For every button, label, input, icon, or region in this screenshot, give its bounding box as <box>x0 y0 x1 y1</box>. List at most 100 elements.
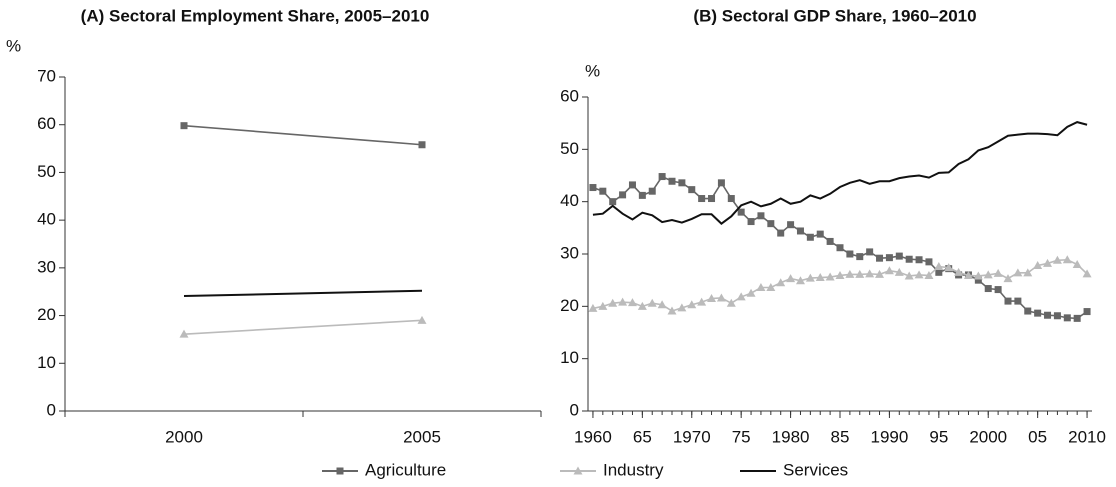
y-tick-label: 60 <box>560 86 579 105</box>
legend-label: Agriculture <box>365 460 446 479</box>
marker <box>994 286 1002 294</box>
marker <box>756 282 766 291</box>
marker <box>935 268 943 276</box>
marker <box>767 220 775 228</box>
marker <box>708 195 716 203</box>
marker <box>180 122 188 130</box>
y-axis-label: % <box>6 36 21 55</box>
y-tick-label: 10 <box>560 348 579 367</box>
marker <box>934 262 944 271</box>
marker <box>726 298 736 307</box>
marker <box>707 293 717 302</box>
y-tick-label: 30 <box>560 243 579 262</box>
marker <box>865 269 875 278</box>
marker <box>885 254 893 262</box>
marker <box>787 221 795 229</box>
marker <box>974 276 982 284</box>
x-tick-label: 75 <box>732 427 751 446</box>
y-tick-label: 50 <box>560 139 579 158</box>
marker <box>1014 297 1022 305</box>
y-tick-label: 20 <box>37 305 56 324</box>
x-tick-label: 2010 <box>1068 427 1106 446</box>
marker <box>757 212 765 220</box>
marker <box>805 273 815 282</box>
marker <box>845 269 855 278</box>
chart-title: (A) Sectoral Employment Share, 2005–2010 <box>81 6 430 25</box>
marker <box>1004 297 1012 305</box>
y-tick-label: 70 <box>37 66 56 85</box>
y-tick-label: 20 <box>560 296 579 315</box>
marker <box>954 267 964 276</box>
legend-label: Industry <box>603 460 664 479</box>
marker <box>1052 255 1062 264</box>
marker <box>1034 309 1042 317</box>
series-line <box>183 124 423 146</box>
x-tick-label: 1970 <box>673 427 711 446</box>
marker <box>417 315 427 324</box>
marker <box>925 258 933 266</box>
series-line <box>183 289 423 298</box>
marker <box>944 263 954 272</box>
marker <box>1082 269 1092 278</box>
marker <box>846 250 854 258</box>
marker <box>687 300 697 309</box>
marker <box>589 184 597 192</box>
marker <box>777 229 785 237</box>
marker <box>924 270 934 279</box>
marker <box>1083 308 1091 316</box>
marker <box>1033 261 1043 270</box>
series-line <box>183 319 423 335</box>
marker <box>1024 307 1032 315</box>
marker <box>1072 259 1082 268</box>
marker <box>179 329 189 338</box>
marker <box>836 244 844 252</box>
marker <box>826 237 834 245</box>
marker <box>1043 258 1053 267</box>
marker <box>1053 312 1061 320</box>
marker <box>875 269 885 278</box>
y-tick-label: 30 <box>37 257 56 276</box>
y-tick-label: 60 <box>37 114 56 133</box>
marker <box>835 270 845 279</box>
x-tick-label: 85 <box>831 427 850 446</box>
series-line <box>592 121 1088 225</box>
marker <box>628 181 636 189</box>
marker <box>915 256 923 264</box>
x-tick-label: 1990 <box>870 427 908 446</box>
marker <box>418 141 426 149</box>
marker <box>825 272 835 281</box>
marker <box>776 278 786 287</box>
marker <box>638 191 646 199</box>
marker <box>657 300 667 309</box>
marker <box>1003 274 1013 283</box>
x-tick-label: 95 <box>929 427 948 446</box>
y-tick-label: 0 <box>47 400 56 419</box>
marker <box>1013 268 1023 277</box>
marker <box>993 268 1003 277</box>
y-tick-label: 40 <box>560 191 579 210</box>
marker <box>786 274 796 283</box>
x-tick-label: 2000 <box>165 427 203 446</box>
marker <box>627 298 637 307</box>
y-axis-label: % <box>585 61 600 80</box>
marker <box>895 252 903 260</box>
legend-label: Services <box>783 460 848 479</box>
marker <box>796 227 804 235</box>
marker <box>1044 311 1052 319</box>
legend-marker <box>336 467 344 475</box>
marker <box>609 198 617 206</box>
x-tick-label: 65 <box>633 427 652 446</box>
marker <box>963 270 973 279</box>
marker <box>667 306 677 315</box>
marker <box>876 254 884 262</box>
marker <box>747 218 755 226</box>
marker <box>736 292 746 301</box>
marker <box>698 195 706 203</box>
marker <box>1073 314 1081 322</box>
marker <box>717 179 725 187</box>
marker <box>697 297 707 306</box>
marker <box>737 208 745 216</box>
marker <box>618 297 628 306</box>
series-line <box>592 258 1088 312</box>
marker <box>1063 314 1071 322</box>
